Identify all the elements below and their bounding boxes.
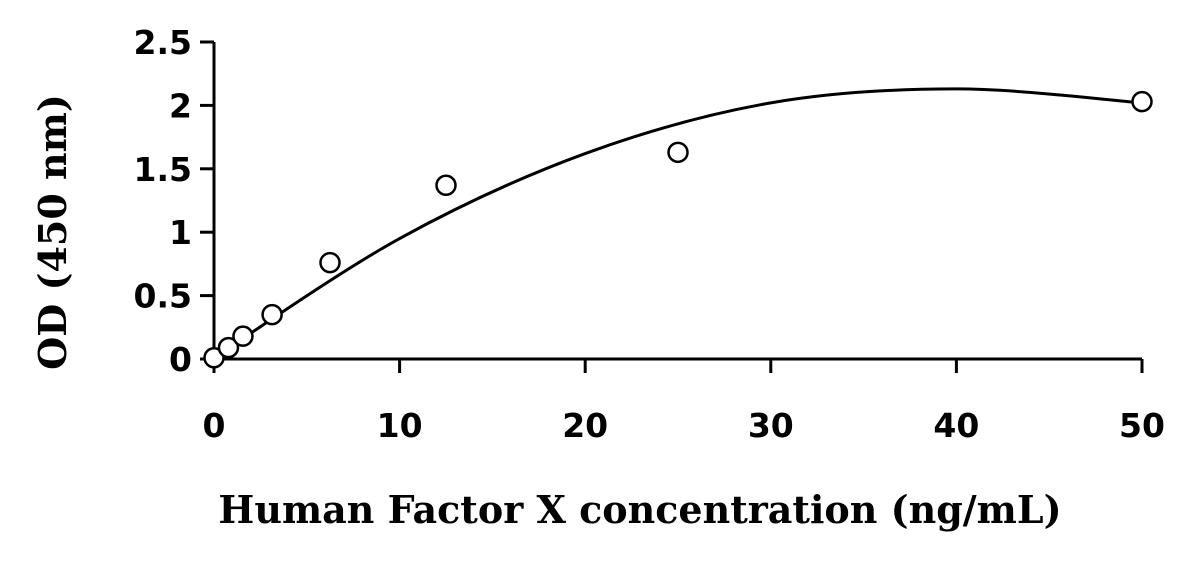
y-tick-label: 2 [169, 86, 192, 125]
x-tick-label: 0 [203, 406, 226, 445]
y-axis-title: OD (450 nm) [30, 94, 75, 370]
x-tick-label: 20 [562, 406, 608, 445]
x-tick-label: 30 [748, 406, 794, 445]
ticks: 0 0.5 1 1.5 2 2.5 0 10 20 30 40 50 [134, 23, 1165, 445]
y-tick-label: 2.5 [134, 23, 192, 62]
data-point [203, 346, 225, 369]
data-point [667, 141, 689, 164]
data-point [232, 325, 254, 347]
data-point [319, 251, 341, 274]
x-axis-title: Human Factor X concentration (ng/mL) [218, 487, 1061, 532]
x-tick-label: 10 [377, 406, 423, 445]
x-tick-label: 50 [1119, 406, 1165, 445]
axes [212, 42, 1142, 361]
trendline-layer [213, 87, 1143, 359]
y-tick-label: 0.5 [134, 277, 192, 316]
data-points [203, 90, 1153, 369]
data-point [217, 336, 240, 359]
y-tick-label: 1 [169, 213, 192, 252]
y-tick-label: 0 [169, 340, 192, 379]
data-point [435, 174, 457, 197]
data-point [261, 303, 283, 326]
x-tick-label: 40 [933, 406, 979, 445]
data-point [1131, 90, 1153, 113]
y-tick-label: 1.5 [134, 150, 192, 189]
trendline [213, 87, 1143, 359]
